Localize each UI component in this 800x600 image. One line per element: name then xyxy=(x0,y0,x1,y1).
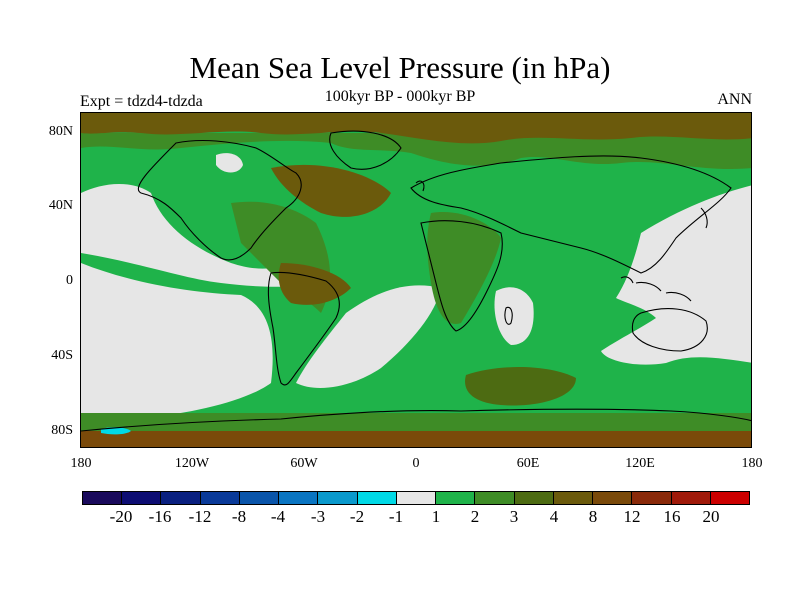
lon-tick-label: 60E xyxy=(516,456,540,471)
lat-tick-label: 80S xyxy=(51,423,73,438)
colorbar-swatch xyxy=(239,492,280,504)
field-green2-north xyxy=(81,133,751,170)
colorbar-label: -16 xyxy=(148,507,172,526)
field-grey-pacific-north xyxy=(81,183,321,287)
colorbar-label: 1 xyxy=(431,507,441,526)
season-label: ANN xyxy=(717,91,752,108)
coast-europe-asia xyxy=(410,155,732,274)
colorbar-swatch xyxy=(279,492,319,504)
field-grey-west-pacific xyxy=(601,185,751,365)
chart-subtitle: 100kyr BP - 000kyr BP xyxy=(324,88,476,105)
colorbar-label: 3 xyxy=(509,507,519,526)
colorbar-label: 4 xyxy=(549,507,559,526)
colorbar-swatch xyxy=(318,492,358,504)
colorbar-swatch xyxy=(200,492,240,504)
colorbar-swatch xyxy=(553,492,594,504)
field-green2-africa xyxy=(427,212,501,324)
lon-tick-label: 180 xyxy=(741,456,763,471)
colorbar-label: 2 xyxy=(470,507,480,526)
field-grey-indian xyxy=(494,287,534,345)
colorbar-swatch xyxy=(396,492,437,504)
coastlines xyxy=(81,130,751,432)
coast-madagascar xyxy=(504,306,513,325)
colorbar-label: 12 xyxy=(623,507,641,526)
colorbar-swatch xyxy=(161,492,201,504)
colorbar-label: 20 xyxy=(702,507,720,526)
coast-antarctica xyxy=(81,408,751,432)
coast-greenland xyxy=(329,130,402,170)
lat-tick-label: 80N xyxy=(48,124,73,139)
pressure-map xyxy=(81,113,751,447)
coast-indonesia xyxy=(620,276,692,302)
experiment-label: Expt = tdzd4-tdzda xyxy=(80,93,203,110)
field-brown-arctic xyxy=(81,113,751,144)
colorbar-label: -1 xyxy=(388,507,404,526)
lon-tick-label: 0 xyxy=(412,456,420,471)
colorbar-label: -3 xyxy=(310,507,326,526)
colorbar-label: -2 xyxy=(349,507,365,526)
lon-tick-label: 120W xyxy=(174,456,210,471)
coast-africa xyxy=(420,220,503,332)
lon-tick-label: 120E xyxy=(625,456,655,471)
field-brown-antarctic xyxy=(81,431,751,447)
coast-north-america xyxy=(137,140,302,261)
coast-south-america xyxy=(267,271,340,386)
field-brown-north-atlantic xyxy=(271,164,391,217)
colorbar-label: -12 xyxy=(188,507,212,526)
map-panel xyxy=(80,112,752,448)
colorbar-label: -20 xyxy=(109,507,133,526)
lat-tick-label: 40S xyxy=(51,348,73,363)
colorbar-swatch xyxy=(593,492,633,504)
colorbar-label: 8 xyxy=(588,507,598,526)
field-brown-south-america xyxy=(278,263,351,305)
field-grey-atlantic-south xyxy=(296,285,441,388)
lat-tick-label: 40N xyxy=(48,198,73,213)
colorbar xyxy=(82,491,750,505)
colorbar-swatch xyxy=(632,492,672,504)
colorbar-swatch xyxy=(83,492,123,504)
colorbar-swatch xyxy=(710,492,749,504)
colorbar-label: -4 xyxy=(270,507,286,526)
lat-tick-label: 0 xyxy=(66,273,73,288)
field-cyan-spot xyxy=(101,427,131,435)
coast-japan xyxy=(700,207,708,229)
colorbar-label: -8 xyxy=(231,507,247,526)
coast-australia xyxy=(631,308,708,352)
colorbar-swatch xyxy=(357,492,397,504)
lon-tick-label: 60W xyxy=(290,456,318,471)
colorbar-label: 16 xyxy=(663,507,681,526)
lon-tick-label: 180 xyxy=(70,456,92,471)
field-brown-south-atlantic xyxy=(465,367,576,406)
colorbar-swatch xyxy=(436,492,476,504)
colorbar-swatch xyxy=(671,492,711,504)
coast-uk xyxy=(415,180,425,192)
colorbar-swatch xyxy=(122,492,162,504)
colorbar-swatch xyxy=(514,492,554,504)
field-grey-pacific-south xyxy=(81,263,273,418)
field-grey-greenland-spot xyxy=(216,153,243,173)
colorbar-swatch xyxy=(475,492,515,504)
chart-title: Mean Sea Level Pressure (in hPa) xyxy=(189,50,611,85)
